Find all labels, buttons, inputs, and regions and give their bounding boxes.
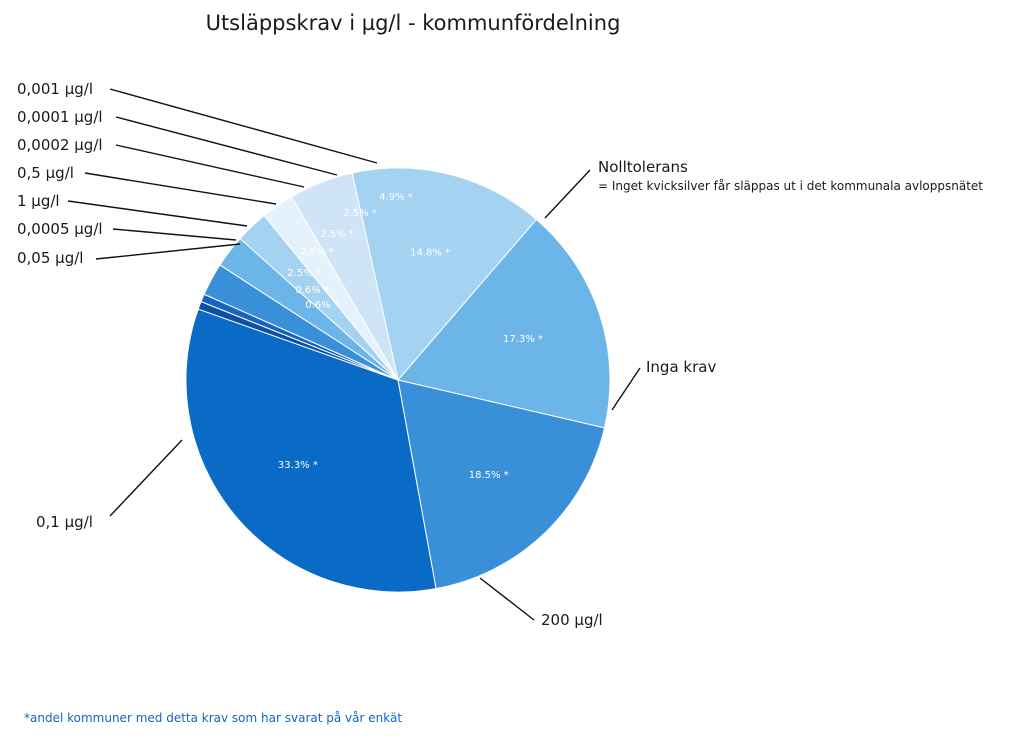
slice-value-label: 2.5% * [287, 268, 321, 279]
pie-slice [290, 172, 399, 381]
leader-line [84, 172, 277, 205]
pie-slices [185, 167, 611, 593]
leader-line [95, 243, 241, 260]
slice-value-label: 33.3% * [278, 460, 318, 471]
slice-category-label: 0,1 µg/l [36, 513, 93, 531]
slice-category-label: 0,001 µg/l [17, 80, 93, 98]
slice-value-label: 4.9% * [379, 192, 413, 203]
slice-category-label: 0,05 µg/l [17, 249, 83, 267]
chart-title: Utsläppskrav i µg/l - kommunfördelning [206, 11, 621, 35]
slice-value-label: 0.6% * [305, 300, 339, 311]
slice-category-label: 0,0002 µg/l [17, 136, 103, 154]
pie-value-labels: 14.8% * 17.3% * 18.5% * 33.3% * 0.6% * 0.6% *… [278, 192, 543, 481]
leader-line [112, 228, 237, 241]
slice-sublabel: = Inget kvicksilver får släppas ut i det… [598, 179, 983, 193]
slice-category-label: 200 µg/l [541, 611, 603, 629]
pie-slice [397, 218, 611, 429]
slice-value-label: 18.5% * [469, 470, 509, 481]
slice-value-label: 17.3% * [503, 334, 543, 345]
slice-value-label: 2.5% * [300, 247, 334, 258]
slice-value-label: 0.6% * [295, 285, 329, 296]
slice-category-label: 0,5 µg/l [17, 164, 74, 182]
slice-category-label: 1 µg/l [17, 192, 60, 210]
slice-category-label: Nolltolerans [598, 158, 688, 176]
leader-line [544, 169, 591, 219]
leader-line [479, 577, 535, 621]
leader-line [109, 439, 183, 517]
pie-slice [351, 167, 538, 382]
leader-line [115, 116, 338, 176]
footnote: *andel kommuner med detta krav som har s… [24, 711, 403, 725]
pie-leader-lines [67, 88, 641, 621]
leader-line [109, 88, 378, 164]
slice-value-label: 14.8% * [410, 248, 450, 259]
pie-category-labels: Nolltolerans = Inget kvicksilver får släp… [17, 80, 983, 629]
slice-value-label: 2.5% * [343, 208, 377, 219]
slice-category-label: 0,0005 µg/l [17, 220, 103, 238]
leader-line [611, 367, 641, 411]
slice-category-label: 0,0001 µg/l [17, 108, 103, 126]
slice-category-label: Inga krav [646, 358, 716, 376]
pie-slice [185, 308, 437, 593]
leader-line [67, 200, 248, 227]
leader-line [115, 144, 305, 188]
pie-slice [397, 379, 606, 590]
slice-value-label: 2.5% * [320, 229, 354, 240]
